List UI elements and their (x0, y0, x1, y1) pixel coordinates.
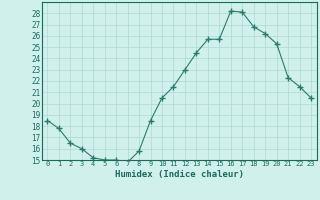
X-axis label: Humidex (Indice chaleur): Humidex (Indice chaleur) (115, 170, 244, 179)
